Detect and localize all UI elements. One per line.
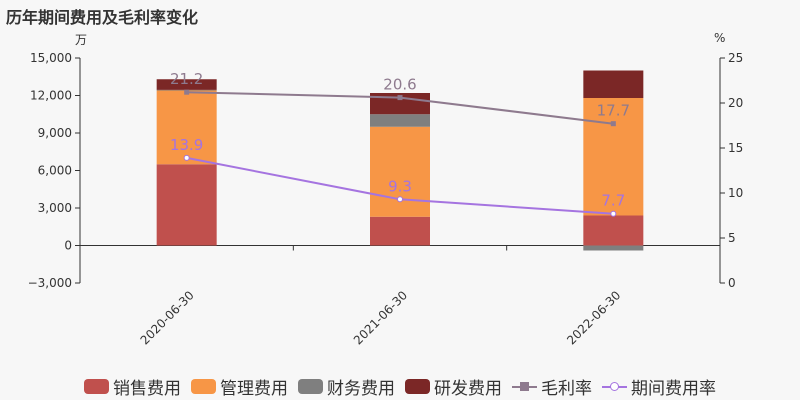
data-label-毛利率: 17.7 [597, 102, 630, 120]
marker-期间费用率 [397, 196, 403, 203]
legend-swatch [84, 378, 109, 394]
legend-line-marker [512, 379, 537, 394]
legend-label: 毛利率 [541, 378, 592, 399]
data-label-毛利率: 20.6 [383, 76, 416, 94]
data-label-期间费用率: 9.3 [388, 177, 412, 195]
left-axis-tick-label: 15,000 [30, 51, 72, 65]
legend-item[interactable]: 毛利率 [512, 374, 592, 399]
right-axis-tick-label: 20 [728, 96, 743, 110]
legend-label: 研发费用 [434, 378, 502, 399]
marker-毛利率 [184, 89, 190, 95]
right-axis-tick-label: 15 [728, 141, 743, 155]
legend-label: 财务费用 [327, 378, 395, 399]
legend-label: 期间费用率 [631, 378, 716, 399]
legend-swatch [191, 378, 216, 394]
legend-item[interactable]: 研发费用 [405, 374, 502, 399]
x-axis-tick-label: 2020-06-30 [138, 288, 197, 347]
bar-财务费用 [583, 245, 644, 251]
left-axis-tick-label: −3,000 [28, 276, 72, 290]
chart-legend: 销售费用 管理费用 财务费用 研发费用 毛利率 期间费用率 [0, 374, 800, 399]
bar-研发费用 [156, 79, 217, 90]
left-axis-tick-label: 9,000 [38, 126, 72, 140]
marker-毛利率 [397, 95, 403, 101]
x-axis-tick-label: 2022-06-30 [564, 288, 623, 347]
legend-label: 管理费用 [220, 378, 288, 399]
bar-管理费用 [370, 126, 430, 217]
marker-期间费用率 [610, 210, 617, 217]
right-axis-tick-label: 10 [728, 186, 743, 200]
right-axis-tick-label: 5 [728, 231, 736, 245]
left-axis-unit: 万 [75, 33, 88, 47]
bar-研发费用 [583, 70, 644, 98]
data-label-毛利率: 21.2 [170, 70, 203, 88]
left-axis-tick-label: 6,000 [38, 164, 72, 178]
marker-期间费用率 [183, 154, 190, 161]
data-label-期间费用率: 13.9 [170, 136, 203, 154]
legend-item[interactable]: 财务费用 [298, 374, 395, 399]
bar-销售费用 [370, 216, 430, 246]
legend-swatch [405, 378, 430, 394]
left-axis-tick-label: 0 [64, 239, 72, 253]
legend-item[interactable]: 销售费用 [84, 374, 181, 399]
legend-item[interactable]: 管理费用 [191, 374, 288, 399]
x-axis-tick-label: 2021-06-30 [351, 288, 410, 347]
left-axis-tick-label: 3,000 [38, 201, 72, 215]
right-axis-tick-label: 25 [728, 51, 743, 65]
bar-管理费用 [583, 98, 644, 216]
marker-毛利率 [610, 121, 616, 127]
right-axis-tick-label: 0 [728, 276, 736, 290]
bar-销售费用 [583, 215, 644, 246]
legend-label: 销售费用 [113, 378, 181, 399]
right-axis-unit: % [714, 31, 726, 45]
left-axis-tick-label: 12,000 [30, 89, 72, 103]
legend-line-marker [602, 379, 627, 394]
chart-title: 历年期间费用及毛利率变化 [6, 8, 199, 27]
legend-swatch [298, 378, 323, 394]
bar-管理费用 [156, 90, 217, 165]
bar-财务费用 [370, 114, 430, 127]
bar-研发费用 [370, 93, 430, 115]
legend-item[interactable]: 期间费用率 [602, 374, 716, 399]
bar-销售费用 [156, 164, 217, 246]
data-label-期间费用率: 7.7 [601, 192, 625, 210]
